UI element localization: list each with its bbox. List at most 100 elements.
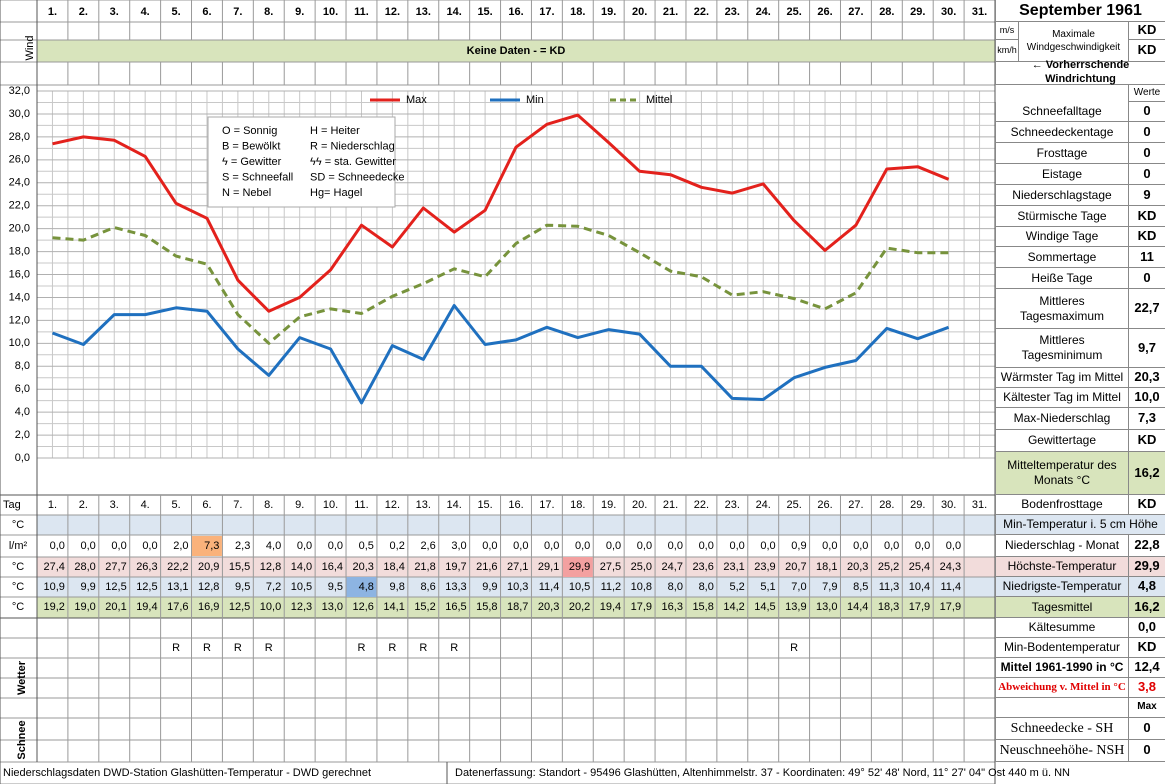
precip-cell: 0,0 [111, 540, 126, 552]
day-label: 15. [477, 6, 492, 18]
day-label: 27. [848, 6, 863, 18]
summary-label: Mitteltemperatur des Monats °C [995, 452, 1128, 495]
summary-value: 0 [1128, 143, 1165, 164]
weather-code: R [790, 642, 798, 654]
mean-cell: 12,3 [291, 601, 312, 613]
unit-label: °C [12, 581, 24, 593]
max-cell: 20,3 [847, 561, 868, 573]
day-label: 6. [202, 499, 211, 511]
summary-value: KD [1128, 495, 1165, 515]
precip-cell: 0,0 [668, 540, 683, 552]
min-cell: 9,5 [235, 581, 250, 593]
symbol-key-entry: N = Nebel [222, 187, 271, 199]
y-tick-label: 14,0 [9, 291, 30, 303]
min-cell: 7,0 [791, 581, 806, 593]
precip-cell: 0,0 [637, 540, 652, 552]
snow-label: Schnee [16, 720, 28, 759]
precip-cell: 0,0 [915, 540, 930, 552]
min-cell: 11,4 [539, 581, 560, 593]
max-cell: 16,4 [322, 561, 343, 573]
day-label: 20. [632, 6, 647, 18]
precip-cell: 0,0 [729, 540, 744, 552]
max-cell: 19,7 [445, 561, 466, 573]
min-cell: 10,9 [43, 581, 64, 593]
day-label: 18. [570, 499, 585, 511]
mean-cell: 15,2 [414, 601, 435, 613]
max-cell: 21,8 [414, 561, 435, 573]
precip-cell: 0,0 [328, 540, 343, 552]
symbol-key-entry: H = Heiter [310, 125, 360, 137]
mean-cell: 19,4 [600, 601, 621, 613]
max-cell: 26,3 [136, 561, 157, 573]
min-cell: 9,9 [482, 581, 497, 593]
day-label: 16. [508, 499, 523, 511]
y-tick-label: 30,0 [9, 108, 30, 120]
min-cell: 7,9 [822, 581, 837, 593]
day-label: 7. [233, 6, 242, 18]
mean-row-band [37, 597, 995, 618]
mean-cell: 13,0 [322, 601, 343, 613]
mean-cell: 18,7 [507, 601, 528, 613]
weather-code: R [172, 642, 180, 654]
no-data-text: Keine Daten - = KD [467, 45, 566, 57]
day-label: 14. [447, 6, 462, 18]
summary-label: Kältester Tag im Mittel [995, 388, 1128, 408]
day-label: 1. [48, 6, 57, 18]
max-cell: 18,4 [383, 561, 404, 573]
day-label: 14. [447, 499, 462, 511]
summary-value: 16,2 [1128, 452, 1165, 495]
min-cell: 13,1 [167, 581, 188, 593]
y-tick-label: 10,0 [9, 337, 30, 349]
day-label: 26. [817, 499, 832, 511]
min-cell: 7,2 [266, 581, 281, 593]
precip-cell: 0,0 [853, 540, 868, 552]
summary-label: Schneefalltage [995, 102, 1128, 122]
unit-kmh: km/h [995, 40, 1018, 62]
day-label: 26. [817, 6, 832, 18]
day-label: 23. [725, 6, 740, 18]
summary-label: Wärmster Tag im Mittel [995, 368, 1128, 388]
day-label: 9. [295, 499, 304, 511]
max-cell: 28,0 [74, 561, 95, 573]
min-cell: 12,5 [136, 581, 157, 593]
min-cell: 8,0 [668, 581, 683, 593]
summary-label: Bodenfrosttage [995, 495, 1128, 515]
day-label: 31. [972, 6, 987, 18]
mean-cell: 18,3 [878, 601, 899, 613]
min-cell: 8,6 [420, 581, 435, 593]
precip-cell: 0,0 [822, 540, 837, 552]
max-cell: 27,1 [507, 561, 528, 573]
weather-code: R [203, 642, 211, 654]
max-cell: 15,5 [229, 561, 250, 573]
month-title: September 1961 [995, 0, 1165, 22]
day-label: 2. [79, 499, 88, 511]
day-label: 25. [786, 6, 801, 18]
symbol-key-entry: S = Schneefall [222, 171, 293, 183]
mean-cell: 15,8 [476, 601, 497, 613]
summary-value: KD [1128, 227, 1165, 247]
series-line [52, 113, 950, 313]
mean-cell: 19,0 [74, 601, 95, 613]
symbol-key [207, 116, 396, 208]
y-tick-label: 26,0 [9, 154, 30, 166]
snow-max-header: Max [1128, 698, 1165, 718]
summary-label: Gewittertage [995, 430, 1128, 452]
mean-cell: 17,9 [940, 601, 961, 613]
day-label: 22. [694, 499, 709, 511]
summary-label: Kältesumme [995, 618, 1128, 638]
highlight-cell [562, 557, 593, 577]
precip-cell: 0,0 [482, 540, 497, 552]
day-label: 8. [264, 6, 273, 18]
summary-label: Min-Bodentemperatur [995, 638, 1128, 658]
summary-value: 7,3 [1128, 408, 1165, 430]
max-cell: 27,4 [43, 561, 64, 573]
day-label: 10. [323, 499, 338, 511]
day-label: 2. [79, 6, 88, 18]
precip-cell: 3,0 [451, 540, 466, 552]
day-label: 29. [910, 6, 925, 18]
mean-cell: 19,4 [136, 601, 157, 613]
summary-value: 9,7 [1128, 329, 1165, 368]
day-label: 12. [385, 499, 400, 511]
max-cell: 22,2 [167, 561, 188, 573]
max-cell: 27,7 [105, 561, 126, 573]
